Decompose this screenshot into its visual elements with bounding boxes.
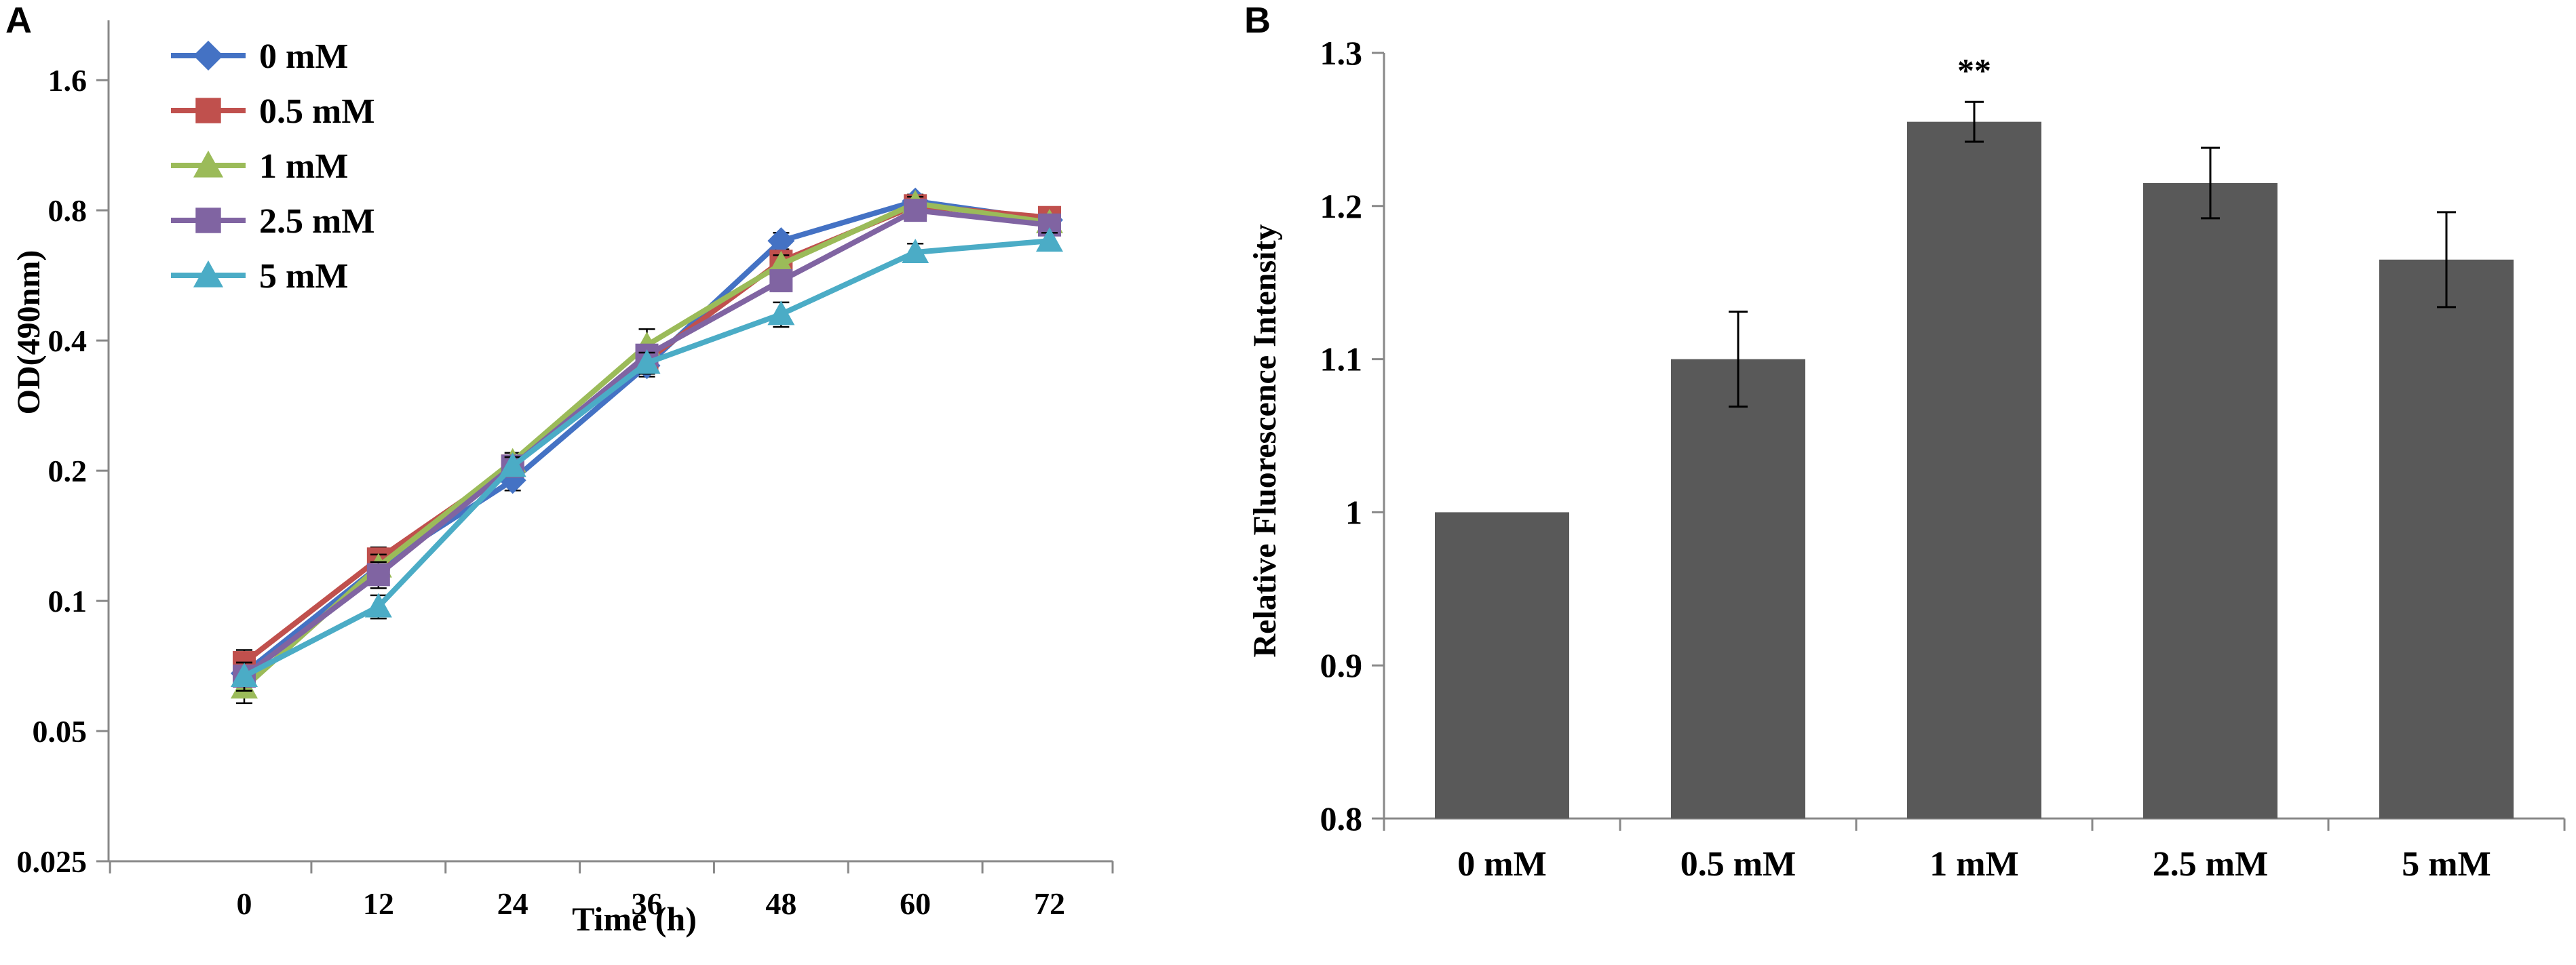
y-tick-label: 0.8 — [48, 193, 88, 228]
data-point — [767, 300, 795, 326]
data-point — [904, 199, 927, 222]
legend-label: 0.5 mM — [259, 92, 374, 131]
y-tick-label: 1 — [1345, 493, 1362, 531]
legend-entry: 5 mM — [171, 257, 348, 296]
data-point — [767, 227, 795, 255]
legend-marker — [193, 41, 223, 71]
y-tick-label: 0.4 — [48, 323, 88, 358]
panel-label-b: B — [1244, 0, 1271, 41]
legend-entry: 1 mM — [171, 147, 348, 186]
bar — [1907, 121, 2041, 819]
x-tick-label: 0 mM — [1457, 845, 1546, 884]
legend-label: 0 mM — [259, 37, 348, 76]
legend-entry: 0.5 mM — [171, 92, 374, 131]
x-tick-label: 5 mM — [2402, 845, 2491, 884]
panel-b-y-ticks: 0.8 0.9 1 1.1 1.2 1.3 — [1320, 34, 1384, 838]
x-tick-label: 24 — [497, 886, 528, 921]
series-line — [242, 208, 1050, 679]
legend-marker — [195, 208, 221, 233]
data-point — [366, 563, 390, 587]
legend-marker — [195, 98, 221, 123]
panel-label-a: A — [5, 0, 32, 41]
data-point — [499, 452, 526, 477]
series-5-mM — [231, 227, 1063, 692]
panel-a-x-ticks: 0 12 24 36 48 60 72 — [109, 861, 1114, 921]
series-1-mM — [231, 189, 1063, 705]
bar — [1435, 512, 1569, 819]
data-point — [767, 250, 795, 275]
y-tick-label: 1.3 — [1320, 34, 1363, 72]
panel-a-legend: 0 mM 0.5 mM 1 mM 2.5 mM 5 mM — [171, 37, 374, 296]
x-tick-label: 2.5 mM — [2153, 845, 2268, 884]
legend-marker — [193, 260, 223, 288]
y-tick-label: 1.2 — [1320, 187, 1363, 225]
bar — [2143, 182, 2277, 819]
x-tick-label: 60 — [900, 886, 931, 921]
y-tick-label: 1.1 — [1320, 340, 1363, 378]
panel-b-x-ticks: 0 mM 0.5 mM 1 mM 2.5 mM 5 mM — [1383, 819, 2566, 884]
x-tick-label: 1 mM — [1929, 845, 2018, 884]
panel-a-x-axis-label: Time (h) — [572, 900, 697, 938]
x-tick-label: 12 — [363, 886, 394, 921]
series-line — [242, 203, 1050, 665]
series-line — [243, 238, 1050, 679]
legend-marker — [193, 151, 223, 178]
legend-entry: 0 mM — [171, 37, 348, 76]
data-point — [633, 349, 661, 374]
panel-a-series — [231, 187, 1063, 705]
y-tick-label: 0.05 — [33, 714, 88, 749]
y-tick-label: 0.1 — [48, 584, 88, 618]
y-tick-label: 0.8 — [1320, 800, 1363, 838]
data-point — [769, 269, 793, 292]
significance-label: ** — [1957, 51, 1991, 89]
bar — [2379, 259, 2514, 819]
y-tick-label: 0.2 — [48, 454, 88, 488]
panel-b-y-axis-label: Relative Fluorescence Intensity — [1247, 224, 1283, 658]
series-0_5-mM — [233, 194, 1061, 677]
data-point — [1036, 227, 1063, 252]
panel-a-y-axis-label: OD(490nm) — [11, 250, 47, 415]
data-point — [902, 238, 929, 263]
legend-label: 1 mM — [259, 147, 348, 186]
data-point — [231, 662, 258, 687]
panel-b-bars: ** — [1435, 51, 2514, 819]
legend-label: 5 mM — [259, 257, 348, 296]
series-0-mM — [231, 187, 1063, 692]
y-tick-label: 0.025 — [17, 844, 88, 879]
series-line — [242, 198, 1050, 676]
y-tick-label: 1.6 — [48, 63, 88, 98]
legend-label: 2.5 mM — [259, 202, 374, 241]
x-tick-label: 48 — [765, 886, 796, 921]
bar — [1671, 359, 1805, 819]
line-chart-panel-a: 0.025 0.05 0.1 0.2 0.4 0.8 1.6 0 12 24 36 48 60 72 O… — [11, 20, 1114, 938]
x-tick-label: 72 — [1034, 886, 1065, 921]
bar-chart-panel-b: 0.8 0.9 1 1.1 1.2 1.3 ** 0 mM 0.5 mM 1 mM 2.5 mM… — [1247, 34, 2566, 884]
x-tick-label: 0.5 mM — [1680, 845, 1796, 884]
legend-entry: 2.5 mM — [171, 202, 374, 241]
x-tick-label: 0 — [237, 886, 252, 921]
data-point — [364, 593, 392, 618]
y-tick-label: 0.9 — [1320, 646, 1363, 684]
panel-a-y-ticks: 0.025 0.05 0.1 0.2 0.4 0.8 1.6 — [17, 63, 109, 879]
x-tick-label: 36 — [632, 886, 663, 921]
